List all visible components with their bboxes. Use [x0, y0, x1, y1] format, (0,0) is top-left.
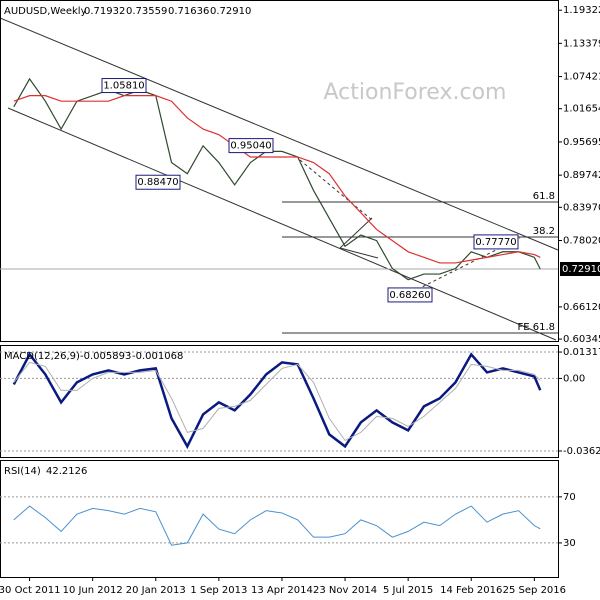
channel-lower — [7, 107, 557, 341]
x-tick-label: 30 Oct 2011 — [0, 585, 60, 596]
dashed-trend — [411, 237, 521, 293]
price-label: 0.95040 — [230, 141, 271, 152]
series-line — [13, 361, 541, 442]
panel-title: AUDUSD,Weekly — [4, 6, 87, 17]
last-price-box — [560, 262, 600, 277]
y-tick-label: 0.60345 — [563, 334, 600, 345]
price-label-box — [135, 174, 181, 190]
price-label-box — [101, 78, 147, 94]
panel-frame — [0, 460, 559, 578]
y-tick-label: 1.01654 — [563, 104, 600, 115]
triangle-line — [339, 247, 379, 259]
x-tick-label: 5 Jul 2015 — [383, 585, 433, 596]
x-tick-label: 1 Sep 2013 — [190, 585, 247, 596]
y-tick-label: 1.19322 — [563, 5, 600, 16]
y-tick-label: 0.013175 — [563, 347, 600, 358]
panel-frame — [0, 0, 559, 342]
y-tick-label: -0.036292 — [563, 446, 600, 457]
y-tick-label: 0.00 — [563, 373, 585, 384]
header-value: 0.72910 — [210, 6, 251, 17]
header-value: 0.73559 — [126, 6, 167, 17]
price-label: 1.05810 — [103, 81, 144, 92]
header-value: 0.71932 — [84, 6, 125, 17]
x-tick-label: 14 Feb 2016 — [440, 585, 502, 596]
y-tick-label: 0.95695 — [563, 137, 600, 148]
fib-label: 61.8 — [533, 191, 555, 202]
price-label-box — [228, 138, 274, 154]
price-label-box — [473, 234, 519, 250]
header-value: 42.2126 — [46, 466, 87, 477]
panel-frame — [0, 345, 559, 458]
x-tick-label: 10 Jun 2012 — [63, 585, 123, 596]
fib-label: 38.2 — [533, 226, 555, 237]
price-label: 0.88470 — [137, 177, 178, 188]
channel-upper — [0, 17, 559, 251]
x-tick-label: 20 Jan 2013 — [126, 585, 186, 596]
fib-label: FE 61.8 — [517, 322, 555, 333]
y-tick-label: 0.89742 — [563, 170, 600, 181]
y-tick-label: 30 — [563, 538, 576, 549]
watermark: ActionForex.com — [324, 80, 507, 105]
series-line — [12, 352, 542, 450]
x-tick-label: 25 Sep 2016 — [503, 585, 566, 596]
header-value: -0.005893 — [80, 351, 131, 362]
x-tick-label: 13 Apr 2014 — [251, 585, 313, 596]
price-label: 0.68260 — [389, 290, 430, 301]
panel-title: MACD(12,26,9) — [4, 351, 80, 362]
x-tick-label: 23 Nov 2014 — [313, 585, 377, 596]
panel-title: RSI(14) — [4, 466, 41, 477]
last-price-label: 0.72910 — [562, 264, 600, 275]
y-tick-label: 70 — [563, 492, 576, 503]
dashed-trend — [299, 159, 373, 221]
price-label: 0.77770 — [475, 237, 516, 248]
series-line — [13, 505, 541, 546]
triangle-line — [339, 217, 373, 249]
header-value: -0.001068 — [132, 351, 183, 362]
y-tick-label: 1.13379 — [563, 38, 600, 49]
series-line — [13, 95, 541, 264]
price-label-box — [387, 287, 433, 303]
header-value: 0.71636 — [168, 6, 209, 17]
